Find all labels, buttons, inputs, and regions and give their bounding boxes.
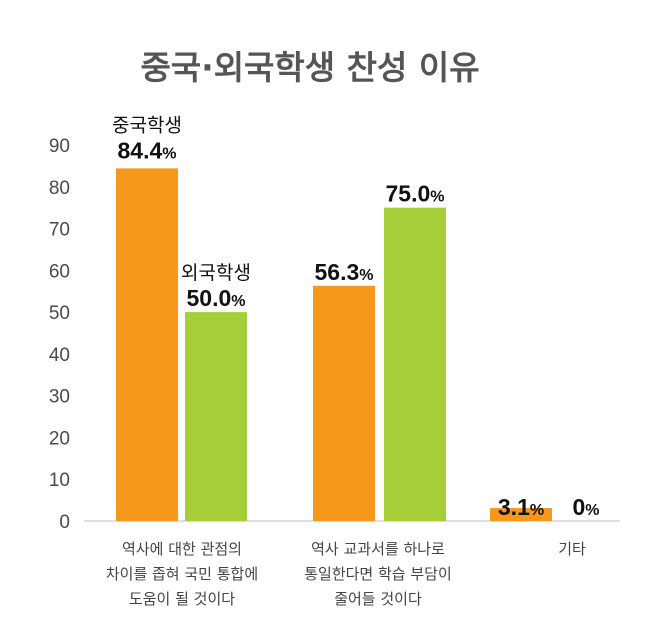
y-tick-label: 0	[59, 512, 70, 533]
series-name-label: 외국학생	[181, 262, 251, 284]
percent-sign: %	[231, 293, 245, 310]
percent-sign: %	[585, 502, 599, 519]
percent-sign: %	[359, 267, 373, 284]
data-label: 84.4%	[118, 137, 177, 163]
percent-sign: %	[530, 502, 544, 519]
percent-sign: %	[430, 189, 444, 206]
y-tick-label: 70	[49, 220, 70, 241]
bar	[313, 285, 375, 521]
y-axis: 0 10 20 30 40 50 60 70 80 90	[49, 136, 620, 533]
bar	[384, 207, 446, 521]
bar	[490, 508, 552, 521]
series-name-label: 중국학생	[112, 114, 182, 136]
data-label: 3.1%	[498, 494, 544, 520]
category-label: 통일한다면 학습 부담이	[304, 565, 452, 583]
category-label: 도움이 될 것이다	[129, 590, 235, 608]
y-tick-label: 50	[49, 303, 70, 324]
y-tick-label: 90	[49, 136, 70, 157]
category-label: 차이를 좁혀 국민 통합에	[106, 565, 258, 583]
y-tick-label: 20	[49, 428, 70, 449]
category-label: 역사 교과서를 하나로	[311, 540, 445, 558]
data-label: 56.3%	[315, 259, 374, 285]
bars	[116, 168, 552, 521]
y-tick-label: 40	[49, 345, 70, 366]
category-label: 줄어들 것이다	[334, 590, 422, 608]
data-label: 50.0%	[187, 285, 246, 311]
bar	[116, 168, 178, 521]
category-label: 기타	[558, 540, 586, 558]
y-tick-label: 10	[49, 470, 70, 491]
chart-title: 중국·외국학생 찬성 이유	[140, 48, 479, 87]
percent-sign: %	[162, 145, 176, 162]
data-label: 0%	[572, 494, 599, 520]
y-tick-label: 60	[49, 261, 70, 282]
y-tick-label: 30	[49, 387, 70, 408]
category-label: 역사에 대한 관점의	[122, 540, 242, 558]
data-label: 75.0%	[386, 181, 445, 207]
y-tick-label: 80	[49, 178, 70, 199]
bar	[185, 312, 247, 521]
